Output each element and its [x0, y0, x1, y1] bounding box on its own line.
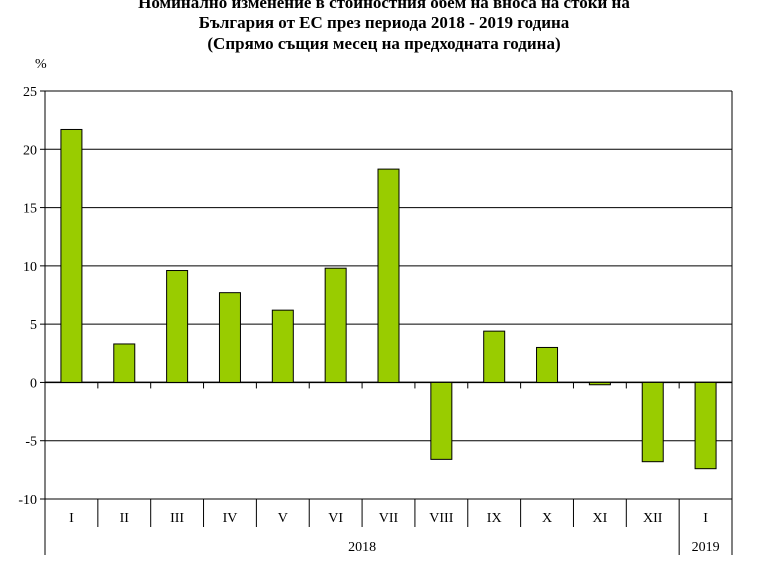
bar-2	[166, 270, 189, 383]
bar-11	[641, 381, 664, 463]
x-tick-label-4: V	[278, 511, 288, 526]
bar-12	[694, 381, 717, 470]
bar-0	[60, 128, 83, 383]
x-tick-label-11: XII	[643, 511, 663, 526]
x-tick-label-6: VII	[379, 511, 399, 526]
y-tick-label-4: 5	[30, 318, 37, 333]
bar-10	[588, 381, 611, 386]
x-tick-label-7: VIII	[429, 511, 453, 526]
chart-title-line-1: Номинално изменение в стойностния обем н…	[138, 0, 630, 12]
bar-3	[218, 292, 241, 383]
bar-9	[536, 346, 559, 383]
bar-7	[430, 381, 453, 460]
y-tick-label-3: 10	[23, 260, 37, 275]
y-tick-label-5: 0	[30, 376, 37, 391]
bar-1	[113, 343, 136, 383]
bar-8	[483, 330, 506, 383]
y-tick-label-2: 15	[23, 202, 37, 217]
bar-6	[377, 168, 400, 383]
chart-title-line-3: (Спрямо същия месец на предходната годин…	[207, 34, 561, 53]
year-group-label-1: 2019	[692, 540, 720, 555]
x-tick-label-2: III	[170, 511, 184, 526]
x-tick-label-12: I	[703, 511, 708, 526]
x-tick-label-3: IV	[223, 511, 238, 526]
y-tick-label-6: -5	[25, 435, 37, 450]
y-tick-label-0: 25	[23, 85, 37, 100]
year-group-label-0: 2018	[348, 540, 376, 555]
x-tick-label-10: XI	[592, 511, 607, 526]
x-tick-label-1: II	[120, 511, 130, 526]
x-tick-label-0: I	[69, 511, 74, 526]
y-tick-label-1: 20	[23, 143, 37, 158]
y-tick-label-7: -10	[18, 493, 37, 508]
x-tick-label-9: X	[542, 511, 552, 526]
bar-5	[324, 267, 347, 383]
x-tick-label-8: IX	[487, 511, 502, 526]
y-axis-label: %	[35, 57, 47, 72]
bar-4	[271, 309, 294, 383]
x-tick-label-5: VI	[328, 511, 343, 526]
chart-title-line-2: България от ЕС през периода 2018 - 2019 …	[198, 13, 570, 32]
